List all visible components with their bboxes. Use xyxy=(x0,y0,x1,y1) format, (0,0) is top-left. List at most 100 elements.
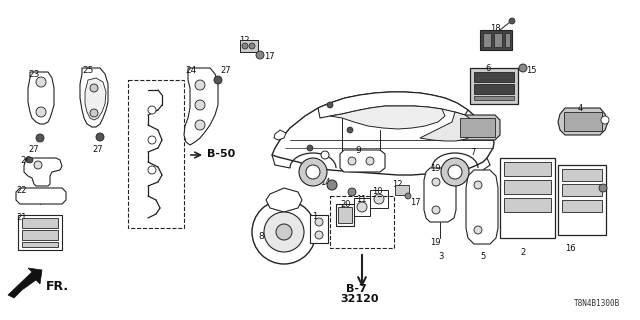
Bar xyxy=(504,198,551,212)
Polygon shape xyxy=(184,68,218,145)
Text: 16: 16 xyxy=(565,244,575,253)
Bar xyxy=(558,165,606,235)
Circle shape xyxy=(195,120,205,130)
Circle shape xyxy=(36,77,46,87)
Circle shape xyxy=(307,145,313,151)
Polygon shape xyxy=(558,108,608,135)
Text: 27: 27 xyxy=(92,145,102,154)
Bar xyxy=(395,185,409,195)
Circle shape xyxy=(27,157,33,163)
Bar xyxy=(494,33,502,47)
Polygon shape xyxy=(318,92,468,118)
Circle shape xyxy=(252,200,316,264)
Circle shape xyxy=(474,181,482,189)
Bar xyxy=(474,96,514,100)
Circle shape xyxy=(366,157,374,165)
Text: 7: 7 xyxy=(470,148,476,157)
Text: 23: 23 xyxy=(28,70,40,79)
Text: FR.: FR. xyxy=(46,280,69,293)
Bar xyxy=(354,198,370,216)
Bar xyxy=(564,112,602,131)
Bar xyxy=(562,184,602,196)
Text: 13: 13 xyxy=(355,200,365,209)
Circle shape xyxy=(347,127,353,133)
Circle shape xyxy=(36,107,46,117)
Bar xyxy=(336,204,354,226)
Circle shape xyxy=(148,106,156,114)
Text: 3: 3 xyxy=(438,252,444,261)
Circle shape xyxy=(148,166,156,174)
Bar xyxy=(338,207,352,223)
Bar xyxy=(483,33,491,47)
Bar xyxy=(128,80,184,228)
Circle shape xyxy=(519,64,527,72)
Bar xyxy=(474,72,514,82)
Circle shape xyxy=(299,158,327,186)
Text: 26: 26 xyxy=(20,156,31,165)
Text: T8N4B1300B: T8N4B1300B xyxy=(573,299,620,308)
Polygon shape xyxy=(266,188,302,212)
Bar xyxy=(504,180,551,194)
Text: 20: 20 xyxy=(340,200,351,209)
Circle shape xyxy=(601,116,609,124)
Text: 15: 15 xyxy=(526,66,536,75)
Bar xyxy=(22,242,58,247)
Bar xyxy=(460,118,495,137)
Circle shape xyxy=(357,202,367,212)
Circle shape xyxy=(474,226,482,234)
Circle shape xyxy=(148,136,156,144)
Polygon shape xyxy=(85,78,106,120)
Circle shape xyxy=(264,212,304,252)
Text: 18: 18 xyxy=(490,24,500,33)
Bar xyxy=(474,84,514,94)
Circle shape xyxy=(249,43,255,49)
Text: 5: 5 xyxy=(480,252,485,261)
Bar xyxy=(480,30,512,50)
Text: 27: 27 xyxy=(220,66,230,75)
Bar xyxy=(562,169,602,181)
Bar xyxy=(505,33,510,47)
Bar xyxy=(562,200,602,212)
Text: 19: 19 xyxy=(430,238,440,247)
Circle shape xyxy=(90,109,98,117)
Text: 11: 11 xyxy=(356,195,367,204)
Circle shape xyxy=(321,151,329,159)
Text: 14: 14 xyxy=(320,178,330,187)
Bar xyxy=(22,230,58,240)
Text: 17: 17 xyxy=(410,198,420,207)
Circle shape xyxy=(348,157,356,165)
Bar xyxy=(22,218,58,228)
Polygon shape xyxy=(28,72,54,124)
Text: 12: 12 xyxy=(239,36,250,45)
Text: 4: 4 xyxy=(578,104,583,113)
Text: 8: 8 xyxy=(258,232,264,241)
Polygon shape xyxy=(330,106,445,129)
Circle shape xyxy=(96,133,104,141)
Circle shape xyxy=(214,76,222,84)
Text: 17: 17 xyxy=(264,52,275,61)
Text: 21: 21 xyxy=(16,213,26,222)
Circle shape xyxy=(306,165,320,179)
Text: 24: 24 xyxy=(185,66,196,75)
Circle shape xyxy=(441,158,469,186)
Circle shape xyxy=(195,100,205,110)
Text: 6: 6 xyxy=(485,64,490,73)
Text: B-50: B-50 xyxy=(207,149,236,159)
Circle shape xyxy=(315,218,323,226)
Bar xyxy=(310,215,328,243)
Bar xyxy=(330,196,394,248)
Circle shape xyxy=(36,134,44,142)
Circle shape xyxy=(315,231,323,239)
Polygon shape xyxy=(340,150,385,172)
Text: 12: 12 xyxy=(392,180,403,189)
Circle shape xyxy=(432,178,440,186)
Polygon shape xyxy=(274,130,286,140)
Polygon shape xyxy=(24,158,62,186)
Text: 25: 25 xyxy=(82,66,93,75)
Circle shape xyxy=(327,180,337,190)
Circle shape xyxy=(599,184,607,192)
Bar xyxy=(470,68,518,104)
Polygon shape xyxy=(456,115,500,140)
Circle shape xyxy=(90,84,98,92)
Polygon shape xyxy=(272,92,494,175)
